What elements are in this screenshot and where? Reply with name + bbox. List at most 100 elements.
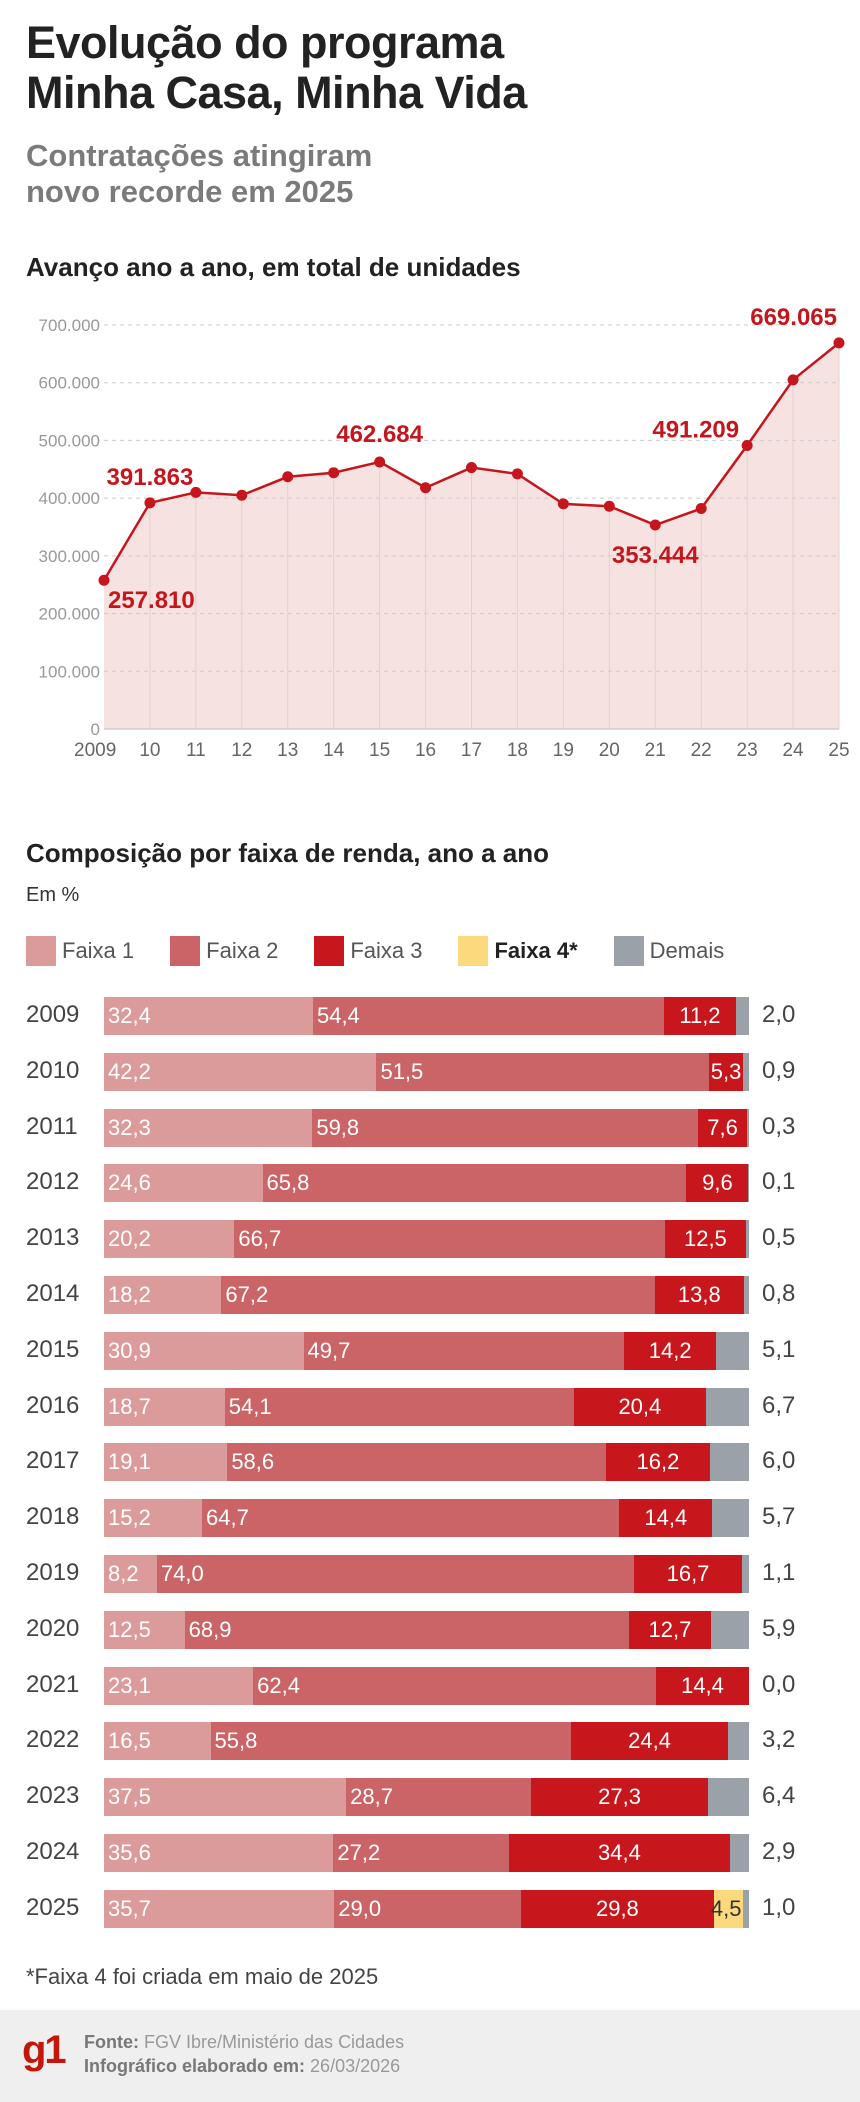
bar-segment-faixa4: 4,5 [711,1889,743,1928]
legend-label: Faixa 2 [206,938,279,963]
year-label: 2009 [26,1001,80,1028]
demais-value: 5,9 [762,1614,796,1642]
demais-value: 1,1 [762,1559,796,1586]
bar-segment-faixa3: 14,2 [624,1331,717,1370]
demais-value: 5,1 [762,1335,796,1363]
legend-label: Demais [649,938,725,963]
x-tick-label: 15 [369,740,390,761]
bar-segment-faixa3: 12,7 [629,1610,711,1649]
segment-label: 32,4 [108,1003,151,1028]
data-point [695,503,707,515]
demais-value: 5,7 [762,1503,796,1531]
year-label: 2024 [26,1838,80,1865]
legend-item: Faixa 1 [26,936,134,966]
year-label: 2013 [26,1224,80,1252]
y-tick-label: 0 [91,720,100,739]
y-tick-label: 600.000 [39,374,100,393]
bar-row: 2023 37,5 28,7 27,3 6,4 [0,1778,860,1817]
legend: Faixa 1 Faixa 2 Faixa 3 Faixa 4* Demais [26,936,760,966]
bar-segment-demais [743,1052,749,1091]
bar-segment-faixa3: 16,7 [634,1555,742,1593]
demais-value: 2,9 [762,1838,796,1865]
bar-segment-faixa2: 54,1 [224,1387,575,1426]
bar-segment-faixa1: 16,5 [104,1722,211,1761]
bar-segment-faixa1: 42,2 [104,1052,377,1091]
x-tick-label: 10 [139,740,160,761]
segment-label: 15,2 [108,1505,151,1531]
bar-segment-faixa3: 29,8 [521,1889,714,1928]
bar-row: 2017 19,1 58,6 16,2 6,0 [0,1443,860,1482]
segment-label: 27,2 [337,1840,381,1865]
segment-label: 29,8 [595,1895,639,1921]
bar-segment-faixa2: 54,4 [312,997,664,1035]
data-point [144,497,156,509]
bar-segment-faixa3: 12,5 [665,1220,746,1259]
date-text: 26/03/2026 [310,2056,401,2076]
x-tick-label: 25 [828,740,849,761]
bar-segment-faixa3: 14,4 [656,1666,749,1705]
segment-label: 51,5 [380,1058,424,1084]
data-point [420,482,432,494]
segment-label: 66,7 [238,1226,282,1252]
stacked-bar: 18,2 67,2 13,8 [104,1276,749,1314]
segment-label: 19,1 [108,1449,151,1475]
data-point [98,574,110,586]
stacked-bar: 12,5 68,9 12,7 [104,1610,749,1649]
segment-label: 58,6 [231,1449,275,1475]
title-line-2: Minha Casa, Minha Vida [26,67,527,118]
legend-swatch [314,936,345,966]
bar-segment-demais [736,997,749,1035]
segment-label: 30,9 [108,1337,151,1363]
bar-segment-faixa1: 18,2 [104,1276,222,1314]
bar-segment-demais [710,1610,749,1649]
x-tick-label: 24 [782,740,804,761]
stacked-bar: 42,2 51,5 5,3 [104,1052,749,1091]
bar-segment-faixa2: 64,7 [202,1499,620,1538]
segment-label: 24,4 [628,1728,671,1754]
legend-item: Demais [613,936,725,966]
bar-row: 2011 32,3 59,8 7,6 0,3 [0,1108,860,1147]
y-tick-label: 700.000 [39,316,100,335]
x-tick-label: 22 [691,740,712,761]
segment-label: 12,5 [108,1616,151,1642]
line-chart: 0 100.000 200.000 300.000 400.000 500.000 600.… [39,304,850,761]
y-tick-label: 500.000 [39,431,100,450]
year-label: 2012 [26,1168,80,1196]
bar-segment-faixa3: 5,3 [708,1052,744,1091]
bar-segment-demais [705,1387,749,1426]
bar-row: 2012 24,6 65,8 9,6 0,1 [0,1164,860,1203]
demais-value: 6,0 [762,1447,796,1475]
year-label: 2021 [26,1670,80,1698]
segment-label: 49,7 [307,1337,351,1363]
bar-row: 2010 42,2 51,5 5,3 0,9 [0,1052,860,1091]
segment-label: 54,1 [228,1393,272,1419]
segment-label: 16,7 [666,1561,710,1586]
bar-segment-demais [730,1834,749,1872]
legend-swatch [26,936,56,966]
bar-segment-faixa1: 23,1 [104,1666,254,1705]
segment-label: 28,7 [350,1784,393,1810]
data-point [787,374,799,386]
legend-swatch [458,936,489,966]
legend-item: Faixa 3 [314,936,422,966]
bar-segment-demais [716,1331,749,1370]
data-point [649,519,661,531]
bar-segment-faixa1: 19,1 [104,1443,228,1482]
legend-item: Faixa 4* [458,936,578,966]
segment-label: 7,6 [707,1114,738,1140]
bar-segment-faixa1: 24,6 [104,1164,263,1203]
bar-segment-faixa1: 35,6 [104,1834,334,1872]
bar-segment-demais [747,1108,749,1147]
segment-label: 37,5 [108,1784,151,1810]
legend-label: Faixa 4* [494,938,578,963]
x-tick-label: 12 [231,740,252,761]
segment-label: 18,7 [108,1393,151,1419]
bar-row: 2018 15,2 64,7 14,4 5,7 [0,1499,860,1538]
bar-segment-faixa2: 74,0 [156,1555,635,1593]
data-point [328,467,340,479]
data-point [557,498,569,510]
data-point [374,456,386,468]
segment-label: 16,5 [108,1728,151,1754]
bar-segment-faixa1: 37,5 [104,1778,347,1817]
